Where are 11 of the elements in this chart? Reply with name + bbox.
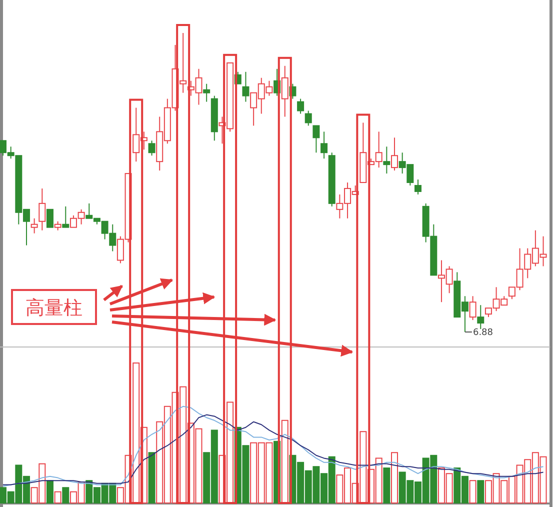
bar bbox=[391, 452, 398, 504]
bar bbox=[46, 480, 54, 504]
annotation: 6.88 bbox=[472, 328, 494, 338]
annotation: 高量柱 bbox=[26, 297, 82, 319]
bar bbox=[383, 468, 390, 504]
bar bbox=[148, 452, 156, 504]
bar bbox=[469, 480, 476, 504]
bar bbox=[54, 491, 62, 504]
bar bbox=[62, 487, 70, 504]
bar bbox=[281, 420, 288, 504]
bar bbox=[477, 480, 484, 504]
